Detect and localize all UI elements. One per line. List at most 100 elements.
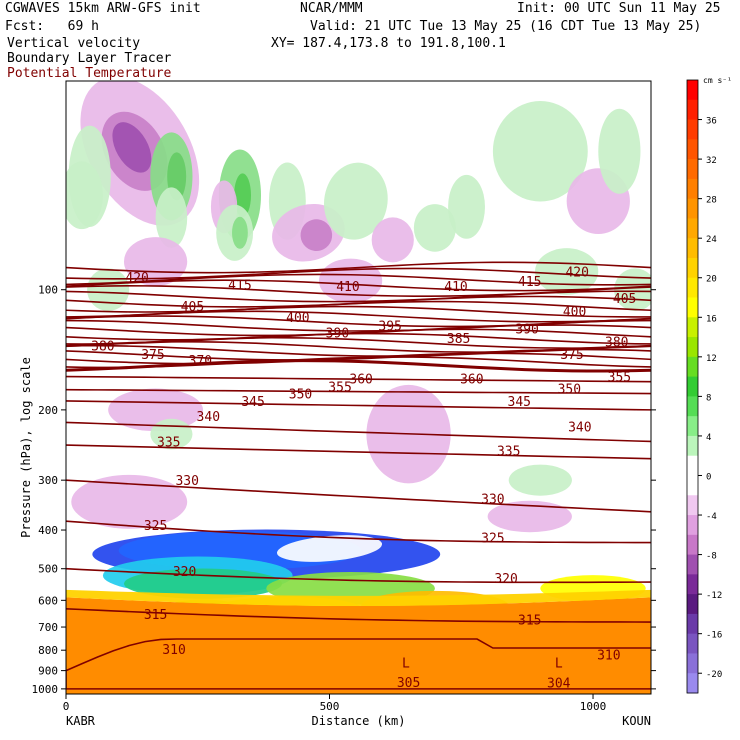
- colorbar-cell-18: [687, 435, 698, 457]
- theta-contour-lower-7: [66, 567, 651, 584]
- colorbar-cell-27: [687, 613, 698, 635]
- x-axis-label: Distance (km): [312, 714, 406, 728]
- colorbar-cell-2: [687, 119, 698, 140]
- colorbar-cell-9: [687, 257, 698, 279]
- w-region-17: [371, 217, 414, 263]
- theta-label-22: 355: [328, 381, 351, 396]
- y-tick-label-4: 500: [38, 563, 58, 576]
- theta-label-40: 310: [597, 648, 620, 663]
- w-region-21: [598, 108, 641, 194]
- field-name-3: Potential Temperature: [7, 66, 172, 81]
- theta-contour-upper-5: [66, 290, 651, 303]
- y-tick-label-6: 700: [38, 621, 58, 634]
- colorbar-cell-1: [687, 99, 698, 121]
- forecast-hour: Fcst: 69 h: [5, 19, 99, 34]
- colorbar-cell-29: [687, 653, 698, 674]
- theta-label-38: 315: [518, 613, 541, 628]
- colorbar-label-5: 16: [706, 314, 717, 324]
- theta-label-14: 380: [91, 340, 114, 355]
- w-region-32: [71, 474, 188, 529]
- theta-contour-upper-11: [66, 319, 651, 332]
- theta-label-5: 420: [565, 265, 588, 280]
- colorbar-cell-11: [687, 297, 698, 318]
- theta-contour-upper-21: [66, 359, 651, 373]
- theta-contour-upper-7: [66, 300, 651, 313]
- plot-frame: [65, 80, 652, 695]
- colorbar-label-9: 0: [706, 472, 711, 482]
- colorbar-cell-22: [687, 515, 698, 536]
- mixed-layer-region: [66, 589, 651, 606]
- left-endpoint-label: KABR: [66, 714, 96, 728]
- colorbar-cell-5: [687, 178, 698, 200]
- w-region-12: [324, 162, 388, 240]
- theta-label-11: 390: [515, 322, 538, 337]
- w-region-14: [155, 187, 188, 248]
- y-tick-label-5: 600: [38, 594, 58, 607]
- theta-contour-upper-2: [66, 273, 651, 286]
- xy-coords: XY= 187.4,173.8 to 191.8,100.1: [271, 36, 506, 51]
- w-region-24: [87, 268, 130, 312]
- theta-contour-lower-6: [66, 520, 651, 544]
- theta-label-43: L: [402, 657, 410, 672]
- theta-label-36: 320: [494, 572, 517, 587]
- theta-contour-lower-3: [66, 421, 651, 443]
- colorbar-cell-0: [687, 80, 698, 101]
- theta-label-6: 405: [181, 300, 204, 315]
- colorbar-label-8: 4: [706, 433, 711, 443]
- theta-label-2: 410: [336, 280, 359, 295]
- theta-label-27: 340: [197, 410, 220, 425]
- colorbar-label-11: -8: [706, 552, 717, 562]
- colorbar-cell-26: [687, 594, 698, 615]
- colorbar-unit: cm s⁻¹: [703, 76, 732, 85]
- theta-label-12: 400: [563, 305, 586, 320]
- w-region-31: [508, 464, 572, 496]
- colorbar-label-12: -12: [706, 591, 722, 601]
- theta-contour-upper-3: [66, 279, 651, 292]
- colorbar-cell-30: [687, 673, 698, 694]
- theta-label-33: 325: [144, 519, 167, 534]
- theta-label-41: 305: [397, 676, 420, 691]
- x-tick-label-0: 0: [63, 700, 70, 713]
- theta-contour-upper-18: [66, 348, 651, 361]
- colorbar-cell-25: [687, 574, 698, 595]
- colorbar-label-14: -20: [706, 670, 722, 680]
- y-tick-label-2: 300: [38, 474, 58, 487]
- w-region-11: [300, 219, 333, 252]
- colorbar-label-1: 32: [706, 156, 717, 166]
- theta-label-18: 375: [560, 348, 583, 363]
- theta-label-17: 380: [605, 336, 628, 351]
- init-time: Init: 00 UTC Sun 11 May 25: [517, 1, 721, 16]
- theta-label-19: 355: [608, 371, 631, 386]
- org-label: NCAR/MMM: [300, 1, 363, 16]
- theta-contour-310: [66, 638, 651, 689]
- colorbar-label-6: 12: [706, 354, 717, 364]
- y-tick-label-3: 400: [38, 524, 58, 537]
- colorbar-cell-16: [687, 396, 698, 417]
- theta-label-15: 375: [141, 348, 164, 363]
- w-region-16: [232, 216, 248, 249]
- colorbar-cell-12: [687, 317, 698, 338]
- colorbar-cell-6: [687, 198, 698, 219]
- theta-contour-lower-4: [66, 444, 651, 460]
- theta-label-21: 360: [460, 373, 483, 388]
- colorbar-cell-19: [687, 455, 698, 476]
- colorbar-cell-4: [687, 159, 698, 180]
- theta-label-25: 345: [241, 395, 264, 410]
- theta-label-3: 410: [444, 280, 467, 295]
- colorbar-label-10: -4: [706, 512, 717, 522]
- theta-label-10: 385: [447, 332, 470, 347]
- colorbar-cell-13: [687, 337, 698, 358]
- y-axis-label: Pressure (hPa), log scale: [19, 357, 33, 538]
- theta-label-13: 405: [613, 292, 636, 307]
- theta-label-1: 415: [228, 278, 251, 293]
- theta-contour-lower-1: [66, 388, 651, 395]
- theta-label-9: 395: [378, 320, 401, 335]
- colorbar-cell-23: [687, 534, 698, 556]
- colorbar-cell-17: [687, 416, 698, 437]
- theta-contour-upper-1: [66, 267, 651, 280]
- colorbar-cell-21: [687, 495, 698, 516]
- w-region-33: [487, 500, 572, 533]
- theta-label-7: 400: [286, 311, 309, 326]
- w-region-2: [112, 122, 152, 173]
- w-region-36: [276, 535, 383, 562]
